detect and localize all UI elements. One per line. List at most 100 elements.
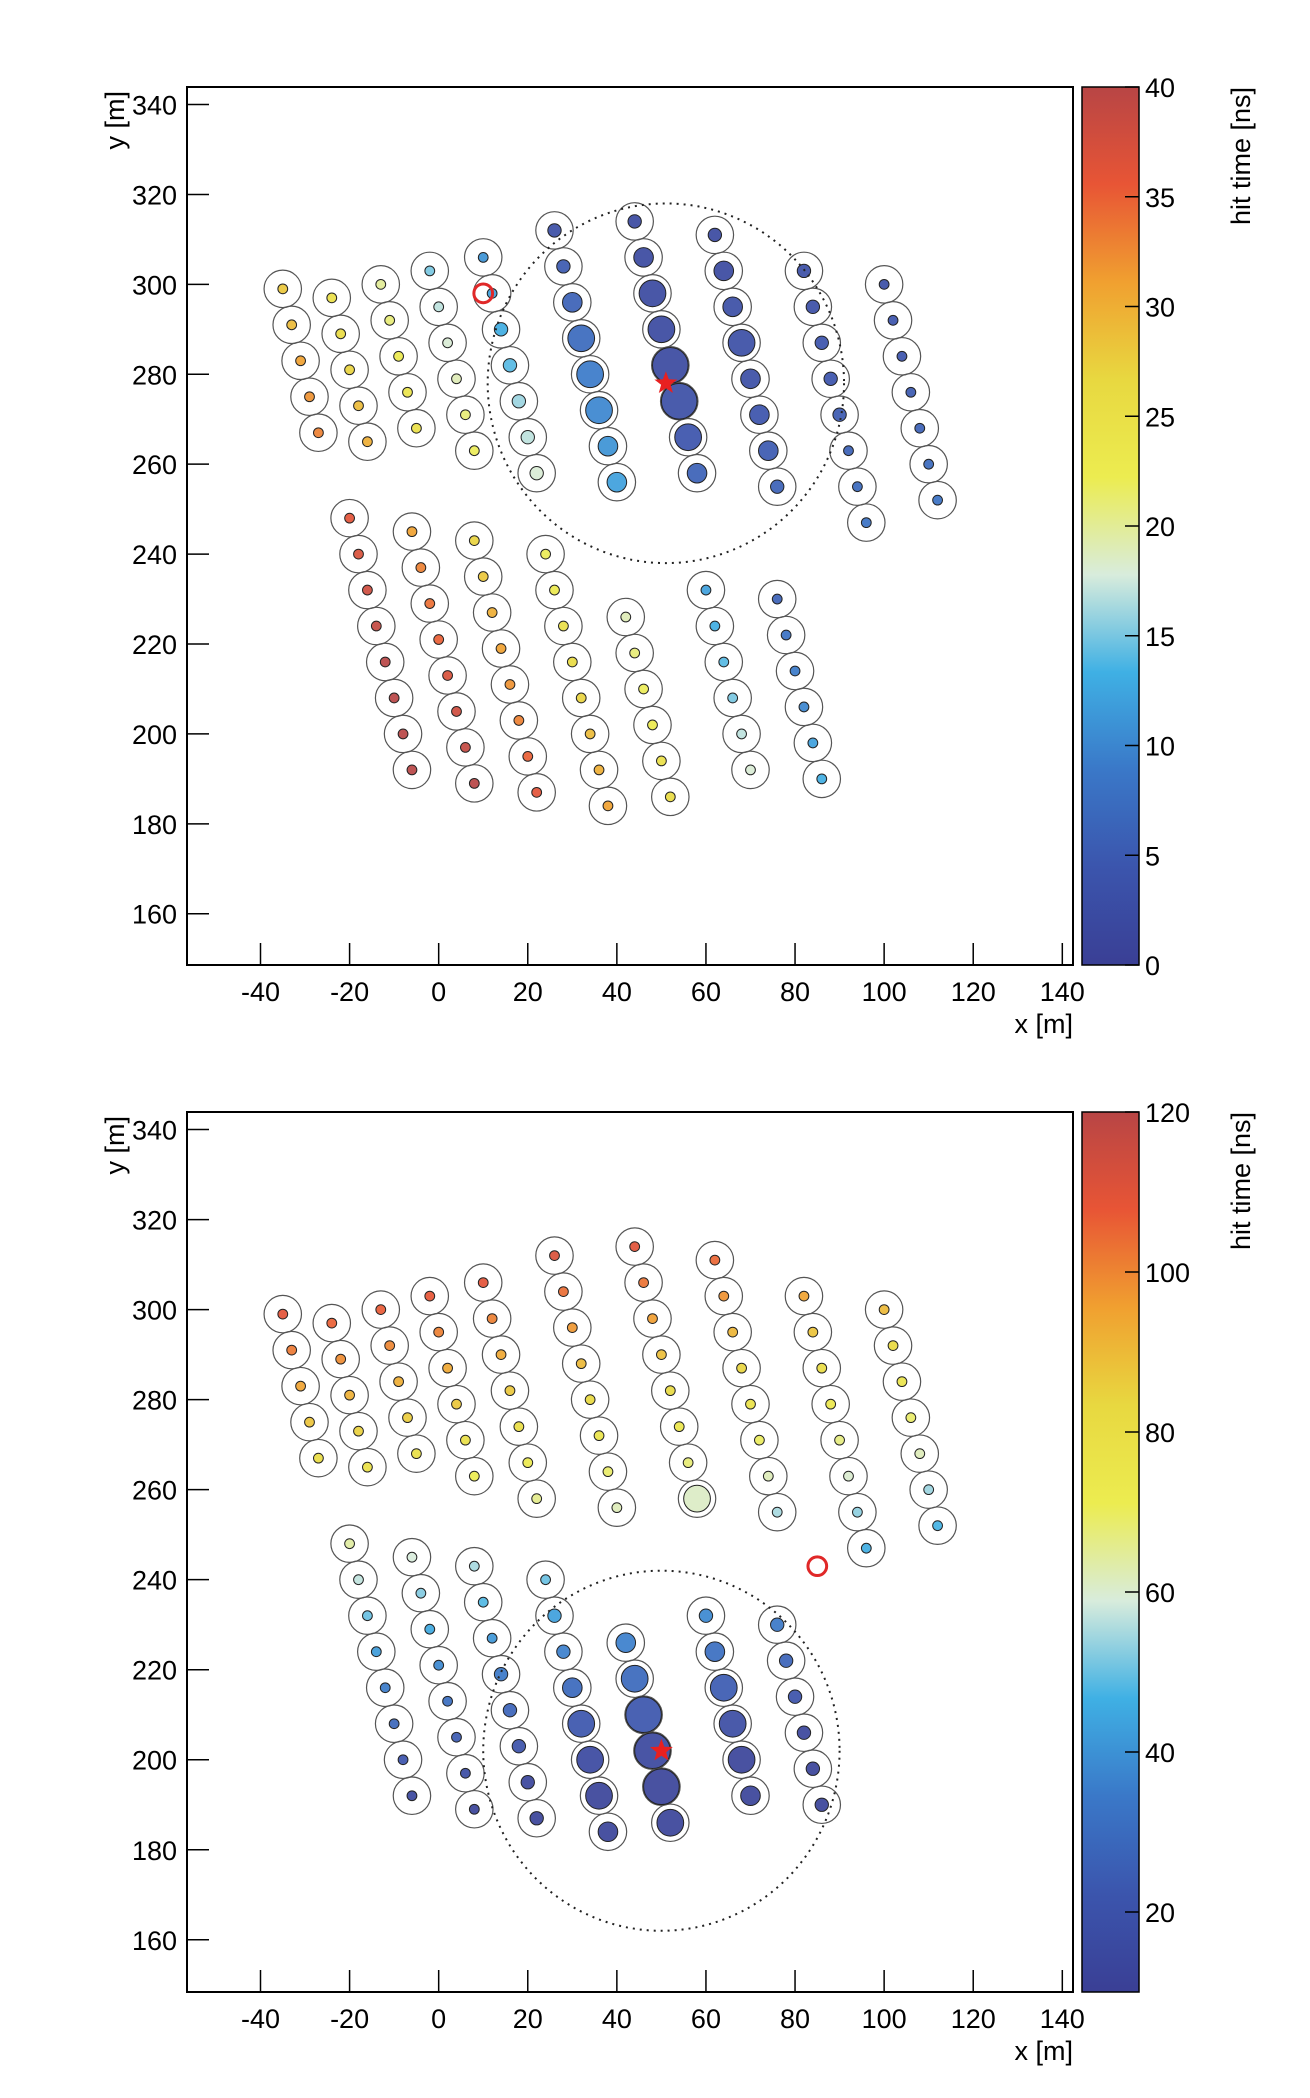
hit — [379, 1682, 391, 1694]
hit — [683, 1484, 711, 1513]
hit — [522, 751, 534, 762]
station — [312, 1303, 352, 1343]
hit — [700, 584, 712, 596]
hit — [638, 279, 667, 308]
hit — [442, 1362, 453, 1374]
station — [757, 579, 797, 619]
hit — [566, 656, 578, 668]
hit — [493, 1667, 509, 1682]
hit — [375, 278, 387, 290]
x-tick-label: 0 — [431, 2004, 446, 2034]
y-tick-label: 200 — [132, 1746, 177, 1776]
station — [704, 1668, 744, 1708]
hit — [513, 1421, 525, 1433]
hit — [531, 786, 543, 798]
hit — [567, 1709, 596, 1738]
hit — [625, 1696, 662, 1734]
station — [838, 467, 877, 506]
hit — [798, 1290, 810, 1302]
hit — [495, 1349, 507, 1361]
station — [624, 1263, 663, 1302]
station — [668, 417, 708, 457]
hit — [433, 301, 445, 313]
station — [401, 548, 441, 587]
hit — [602, 800, 614, 812]
highlighted-station — [806, 1555, 829, 1578]
station — [508, 737, 548, 776]
station — [526, 1560, 565, 1599]
hit — [433, 634, 445, 645]
station — [455, 764, 494, 803]
colorbar-tick-label: 5 — [1145, 841, 1160, 871]
station — [615, 202, 654, 241]
hit — [460, 742, 471, 753]
hit — [558, 620, 569, 632]
station — [668, 1443, 708, 1482]
station — [348, 570, 387, 610]
hit — [477, 1596, 489, 1608]
station — [633, 1731, 672, 1771]
colorbar-tick-label: 40 — [1145, 73, 1175, 103]
station — [677, 453, 717, 493]
station — [695, 1240, 735, 1280]
station — [695, 606, 735, 646]
hit — [562, 292, 583, 313]
station — [615, 633, 654, 673]
station — [383, 1740, 423, 1780]
station — [463, 238, 503, 277]
station — [651, 777, 690, 817]
station — [481, 310, 521, 349]
station — [357, 1632, 396, 1672]
station — [757, 1605, 797, 1645]
station — [811, 359, 850, 399]
hit — [673, 1421, 685, 1433]
station — [847, 1528, 886, 1568]
station — [481, 1335, 521, 1374]
y-tick-label: 320 — [132, 1206, 177, 1236]
hit — [698, 1608, 714, 1623]
station — [410, 1276, 450, 1316]
hit — [602, 1466, 614, 1478]
station — [490, 1690, 530, 1730]
x-tick-label: 120 — [951, 977, 996, 1007]
hit — [433, 1326, 445, 1338]
hit — [486, 1313, 498, 1325]
station — [348, 422, 387, 462]
hit — [575, 1358, 587, 1370]
hit — [762, 1470, 774, 1482]
hit — [585, 1781, 613, 1810]
colorbar-tick-label: 80 — [1145, 1418, 1175, 1448]
colorbar-tick-label: 30 — [1145, 293, 1175, 323]
hit — [344, 1538, 355, 1550]
station — [784, 1713, 824, 1753]
station — [695, 215, 735, 255]
station — [437, 1384, 476, 1424]
station — [740, 1420, 779, 1460]
station — [588, 1452, 628, 1491]
hit — [397, 728, 409, 740]
station — [517, 453, 556, 493]
hit — [674, 423, 702, 452]
hit — [807, 1326, 819, 1338]
station — [272, 305, 311, 345]
hit — [780, 629, 792, 641]
hit — [502, 1703, 518, 1718]
hit — [814, 1797, 829, 1812]
hit — [923, 1484, 935, 1496]
station — [321, 1339, 360, 1379]
hit — [727, 1326, 739, 1338]
core-marker — [650, 1738, 673, 1761]
x-tick-label: 0 — [431, 977, 446, 1007]
y-tick-label: 300 — [132, 270, 177, 300]
station — [811, 1384, 850, 1424]
hit — [520, 1775, 535, 1790]
hit — [495, 643, 507, 654]
x-tick-label: 140 — [1040, 2004, 1085, 2034]
station — [361, 1290, 401, 1329]
station — [561, 1704, 601, 1744]
station — [370, 1326, 409, 1365]
hit — [460, 1434, 471, 1446]
station — [784, 687, 824, 727]
station — [561, 318, 601, 358]
hit — [468, 445, 480, 457]
